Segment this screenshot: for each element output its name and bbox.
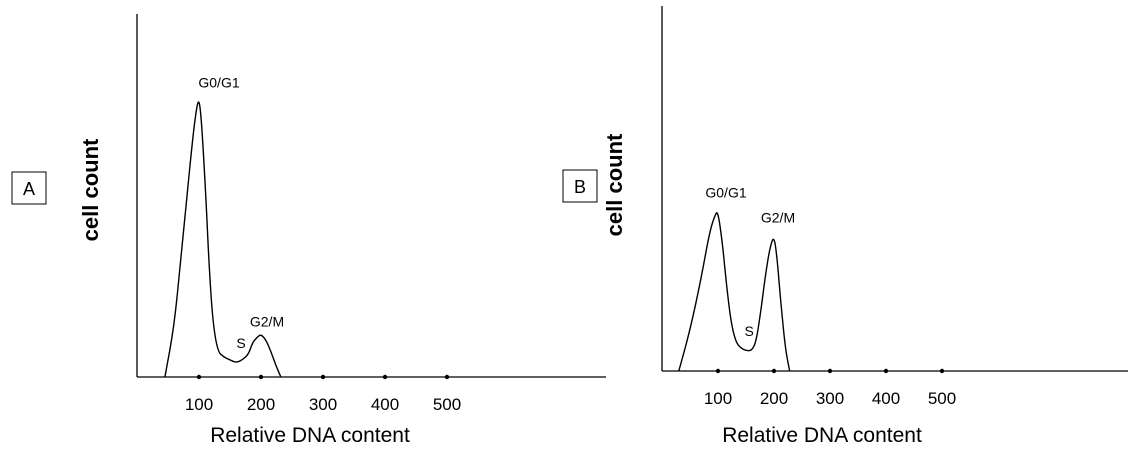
panel-b-chart: B cell count 100 200 300 400 500 G0/G1SG2/M … bbox=[562, 6, 1128, 447]
panel-b-tick-label: 100 bbox=[704, 389, 732, 408]
panel-a-annotations: G0/G1 S G2/M bbox=[198, 75, 284, 351]
panel-a-tick-mark bbox=[320, 374, 326, 380]
panel-b-tick-label: 500 bbox=[928, 389, 956, 408]
panel-a-histogram-curve bbox=[164, 101, 282, 378]
panel-b-histogram-curve bbox=[678, 212, 791, 372]
panel-b-x-ticks: 100 200 300 400 500 bbox=[704, 368, 956, 408]
panel-b-x-axis-label: Relative DNA content bbox=[722, 424, 922, 447]
panel-b-tick-mark bbox=[827, 368, 833, 374]
panel-b-annotation-g2-m: G2/M bbox=[761, 210, 795, 226]
panel-a-tick-mark bbox=[444, 374, 450, 380]
panel-b-label-box bbox=[562, 169, 598, 203]
panel-a-tick-mark bbox=[196, 374, 202, 380]
panel-a-tick-mark bbox=[382, 374, 388, 380]
panel-a-label-box bbox=[11, 171, 47, 205]
panel-a-x-ticks: 100 200 300 400 500 bbox=[185, 374, 461, 414]
panel-a-x-axis-label: Relative DNA content bbox=[210, 424, 410, 447]
panel-b-annotations: G0/G1 S G2/M bbox=[705, 185, 795, 339]
panel-a-tick-mark bbox=[258, 374, 264, 380]
panel-b-tick-mark bbox=[939, 368, 945, 374]
panel-a-chart: A cell count 100 200 300 400 500 G0/G1SG2/M … bbox=[11, 14, 606, 447]
panel-b-tick-mark bbox=[715, 368, 721, 374]
panel-a-annotation-g2-m: G2/M bbox=[250, 313, 284, 329]
panel-b-annotation-s: S bbox=[745, 323, 754, 339]
panel-b-tick-mark bbox=[771, 368, 777, 374]
panel-b-tick-label: 300 bbox=[816, 389, 844, 408]
panel-a-tick-label: 100 bbox=[185, 395, 213, 414]
panel-a-letter: A bbox=[23, 179, 35, 199]
panel-a-y-axis-label: cell count bbox=[78, 138, 103, 241]
panel-b-tick-label: 200 bbox=[760, 389, 788, 408]
panel-a-tick-label: 200 bbox=[247, 395, 275, 414]
panel-a-tick-label: 500 bbox=[433, 395, 461, 414]
panel-b-annotation-g0-g1: G0/G1 bbox=[705, 185, 746, 201]
panel-a-annotation-s: S bbox=[236, 335, 245, 351]
panel-a-annotation-g0-g1: G0/G1 bbox=[198, 75, 239, 91]
panel-b-tick-label: 400 bbox=[872, 389, 900, 408]
panel-b-letter: B bbox=[574, 177, 586, 197]
panel-b-tick-mark bbox=[883, 368, 889, 374]
panel-a-tick-label: 300 bbox=[309, 395, 337, 414]
panel-b-y-axis-label: cell count bbox=[602, 133, 627, 236]
panel-a-tick-label: 400 bbox=[371, 395, 399, 414]
